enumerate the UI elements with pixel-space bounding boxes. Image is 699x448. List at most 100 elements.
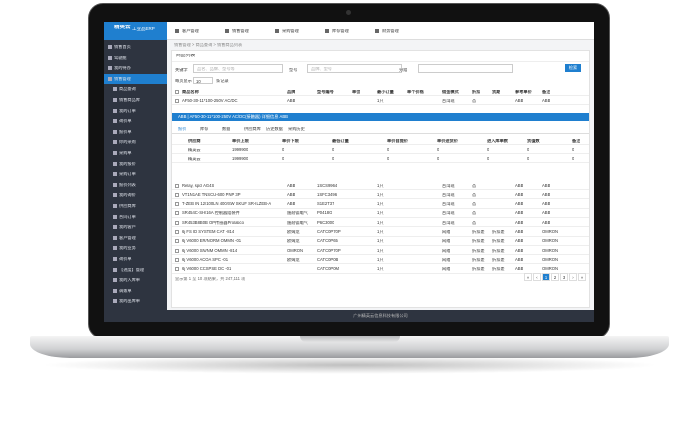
cell: SR454C-SH/16A 控制器组装件 (182, 211, 240, 216)
checkbox[interactable] (175, 220, 179, 225)
detail-tab[interactable]: 历史数据 (266, 127, 283, 131)
sidebar-item[interactable]: 客户管理 (104, 233, 167, 243)
sidebar-item[interactable]: 我的出库单 (104, 296, 167, 306)
page-button[interactable]: » (578, 273, 586, 281)
cell: S1E2T37 (317, 202, 335, 207)
sidebar-icon (113, 151, 117, 155)
sidebar-icon (113, 108, 117, 113)
sidebar-item[interactable]: 我的报价 (104, 159, 167, 169)
sidebar-icon (113, 98, 117, 102)
checkbox[interactable] (175, 98, 179, 103)
nav-label: 采购管理 (282, 29, 299, 33)
detail-tab[interactable]: 报价 (178, 127, 187, 131)
panel: 商品列表 关键字 品名、品牌、型号等 型号 品牌、型号 分组 检索 每页显示 10 条记录 商品名称… (171, 50, 590, 308)
sidebar-item[interactable]: 询价单 (104, 254, 167, 264)
checkbox[interactable] (175, 202, 179, 207)
sidebar-item[interactable]: 你的采购 (104, 137, 167, 147)
checkbox[interactable] (175, 267, 179, 272)
sidebar-item[interactable]: 我的待办 (104, 63, 167, 73)
sidebar-item[interactable]: 调拨单 (104, 286, 167, 296)
page-size-select[interactable]: 10 (193, 77, 213, 84)
cell: 最低订量 (332, 139, 349, 143)
sidebar-item[interactable]: 我的订单 (104, 106, 167, 116)
cell: ABB (287, 192, 296, 197)
sidebar-item[interactable]: 我的询价 (104, 190, 167, 200)
search-label: 型号 (289, 68, 298, 72)
sidebar-item[interactable]: 销售首页 (104, 42, 167, 52)
page-button[interactable]: 3 (560, 273, 568, 281)
detail-tab[interactable]: 供应商库 (244, 127, 261, 131)
checkbox[interactable] (175, 211, 179, 216)
checkbox[interactable] (175, 183, 179, 188)
sidebar-label: 询价单 (119, 119, 132, 124)
sidebar-item[interactable]: 询价单 (104, 116, 167, 126)
sidebar-item[interactable]: 驾驶舱 (104, 53, 167, 63)
sidebar-item[interactable]: 商品查询 (104, 84, 167, 94)
logo: 精英云 工业品ERP (104, 22, 167, 40)
laptop-base (30, 336, 669, 358)
sidebar-item[interactable]: 供应商库 (104, 201, 167, 211)
sidebar-icon (113, 161, 117, 166)
nav-tab[interactable]: 采购管理 (273, 22, 321, 39)
cell: CATC0P0M (317, 267, 340, 272)
cell: ABB (515, 267, 524, 272)
page-button[interactable]: › (569, 273, 577, 281)
cell: ABB (515, 257, 524, 262)
sidebar-item[interactable]: 报价列表 (104, 180, 167, 190)
page-button[interactable]: « (524, 273, 532, 281)
cell: P6C3000 (317, 220, 335, 225)
table-row: Relay, spcl AG4S ABB 1SCS9964 1只 台湾现 否 ABB ABB (172, 181, 589, 190)
checkbox[interactable] (175, 89, 179, 94)
search-input[interactable]: 品牌、型号 (307, 64, 402, 73)
sidebar-item[interactable]: 采购单 (104, 148, 167, 158)
cell: 0 (437, 156, 440, 161)
sidebar-item[interactable]: 报价单 (104, 127, 167, 137)
checkbox[interactable] (175, 248, 179, 253)
sidebar-icon (113, 288, 117, 293)
sidebar-item[interactable]: 我的入库单 (104, 275, 167, 285)
sidebar-label: 驾驶舱 (114, 55, 127, 60)
cell: 0 (487, 148, 490, 152)
search-button[interactable]: 检索 (565, 64, 581, 72)
search-input[interactable] (418, 64, 513, 73)
cell: 0 (572, 156, 575, 161)
nav-tab[interactable]: 销售管理 (223, 22, 271, 39)
cell: OMRON (542, 230, 559, 234)
sidebar-item[interactable]: 销售商品库 (104, 95, 167, 105)
checkbox[interactable] (175, 192, 179, 197)
nav-tab[interactable]: 客户管理 (173, 22, 221, 39)
detail-tab[interactable]: 库存 (200, 127, 209, 131)
checkbox[interactable] (175, 239, 179, 244)
cell: 否 (472, 192, 477, 197)
sidebar-label: 我的待办 (114, 66, 131, 71)
page-button[interactable]: ‹ (533, 273, 541, 281)
cell: CATC0P65 (317, 239, 338, 244)
table-row: T-ZEB IN 12/100LN 400/SW SKUF SR-ILZEB-A… (172, 200, 589, 209)
sidebar-item[interactable]: 【进度】管理 (104, 265, 167, 275)
cell: 折扣差 (492, 230, 505, 234)
search-input[interactable]: 品名、品牌、型号等 (193, 64, 283, 73)
highlight-bar: ABB | AF50-30-11*100-250V AC/DC(接触器) 详细信… (172, 113, 589, 121)
sidebar-item[interactable]: 销售管理 (104, 73, 167, 84)
cell: 1999900 (232, 156, 249, 161)
page-button[interactable]: 1 (542, 273, 550, 281)
detail-tab[interactable]: 采购历史 (288, 127, 305, 131)
nav-tab[interactable]: 财务管理 (373, 22, 421, 39)
cell: 台湾现 (442, 183, 455, 188)
nav-tab[interactable]: 库存管理 (323, 22, 371, 39)
table-row: SR453B8B0B OP传感器Prolatico 施耐德电气 P6C3000 1只 台… (172, 218, 589, 228)
checkbox[interactable] (175, 230, 179, 234)
breadcrumb: 销售管理 > 商品查询 > 销售商品列表 (174, 43, 243, 47)
cell: 折扣差 (492, 248, 505, 253)
detail-tab[interactable]: 数据 (222, 127, 231, 131)
cell: 单价下限 (282, 139, 299, 143)
sidebar-item[interactable]: 合同订单 (104, 212, 167, 222)
cell: 台湾现 (442, 192, 455, 197)
sidebar-item[interactable]: 我的业务 (104, 243, 167, 253)
page-button[interactable]: 2 (551, 273, 559, 281)
checkbox[interactable] (175, 257, 179, 262)
cell: CATC0P70P (317, 248, 341, 253)
cell: 进入库单数 (487, 139, 508, 143)
sidebar-item[interactable]: 我的客户 (104, 222, 167, 232)
sidebar-item[interactable]: 采购订单 (104, 169, 167, 179)
